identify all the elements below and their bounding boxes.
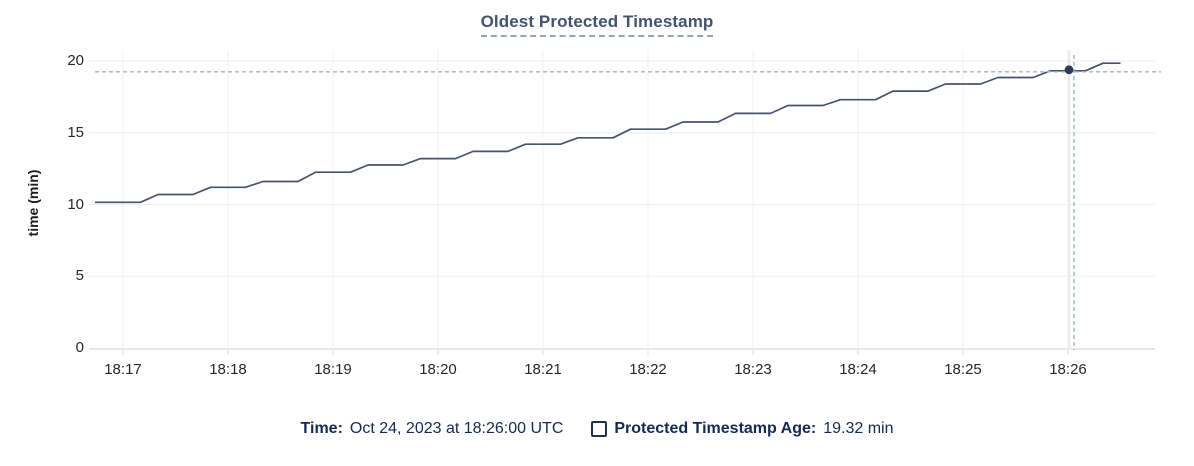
chart-title[interactable]: Oldest Protected Timestamp (480, 12, 714, 37)
x-tick-label: 18:26 (1049, 361, 1087, 378)
x-tick-label: 18:22 (629, 361, 667, 378)
x-tick-label: 18:17 (104, 361, 142, 378)
x-tick-label: 18:18 (209, 361, 247, 378)
legend-time-label: Time: (300, 420, 343, 437)
x-tick-label: 18:23 (734, 361, 772, 378)
chart-title-row: Oldest Protected Timestamp (0, 12, 1194, 37)
legend-series-label: Protected Timestamp Age: (614, 420, 817, 437)
chart-plot-area[interactable] (0, 0, 1194, 400)
y-tick-label: 10 (67, 196, 84, 213)
series-line-protected-timestamp-age (95, 62, 1121, 204)
y-tick-label: 15 (67, 124, 84, 141)
x-tick-label: 18:19 (314, 361, 352, 378)
legend-time: Time: Oct 24, 2023 at 18:26:00 UTC (301, 420, 564, 438)
legend-time-value: Oct 24, 2023 at 18:26:00 UTC (349, 420, 564, 437)
y-tick-label: 20 (67, 52, 84, 69)
legend-series-protected-timestamp-age[interactable]: Protected Timestamp Age: 19.32 min (591, 420, 893, 438)
x-tick-label: 18:25 (944, 361, 982, 378)
y-tick-label: 5 (75, 267, 84, 284)
legend-swatch-icon (591, 421, 608, 437)
hover-point (1064, 65, 1074, 75)
chart-legend: Time: Oct 24, 2023 at 18:26:00 UTC Prote… (0, 420, 1194, 438)
x-tick-label: 18:21 (524, 361, 562, 378)
x-tick-label: 18:20 (419, 361, 457, 378)
y-tick-label: 0 (75, 339, 84, 356)
legend-series-value: 19.32 min (823, 420, 894, 437)
x-tick-label: 18:24 (839, 361, 877, 378)
